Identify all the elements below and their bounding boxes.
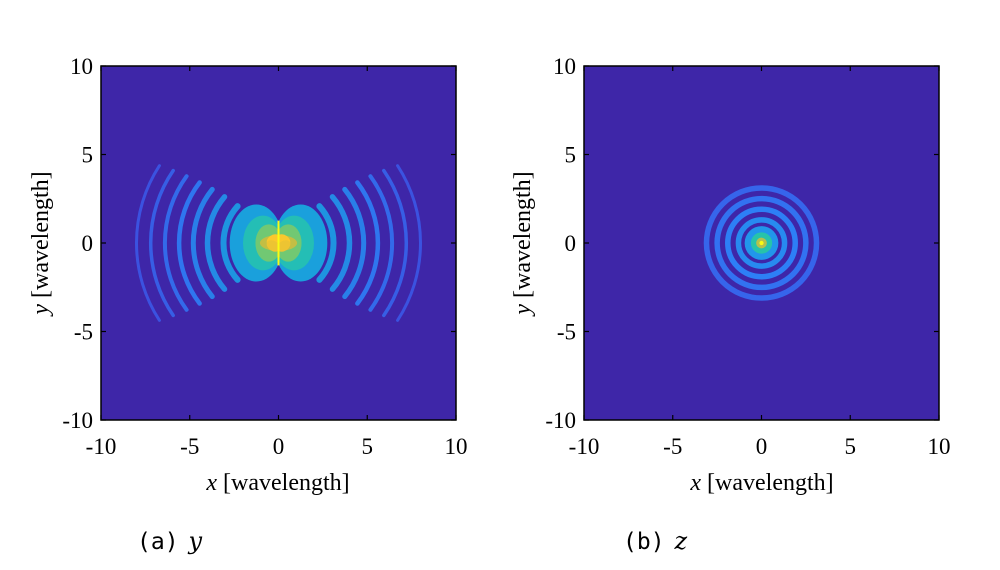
y-tick-label: 10 — [553, 54, 576, 79]
y-tick-label: 5 — [565, 143, 577, 168]
peak-spot — [266, 240, 280, 252]
y-tick-label: -10 — [545, 408, 576, 433]
panel-b-heatmap: -10 -5 0 5 10 -10 -5 0 5 10 x [wavelength] y [wav… — [510, 54, 951, 555]
x-tick-label: 10 — [445, 434, 468, 459]
panel-a-xlabel: x [wavelength] — [205, 470, 349, 496]
side-lobe-arc — [396, 164, 422, 322]
y-tick-label: 0 — [82, 231, 94, 256]
panel-a-caption: (a) y — [137, 527, 203, 555]
x-tick-label: -10 — [569, 434, 600, 459]
x-tick-label: -10 — [86, 434, 117, 459]
x-tick-label: 5 — [362, 434, 374, 459]
field-ring — [725, 206, 798, 280]
panel-b-caption: (b) z — [623, 527, 688, 555]
x-tick-label: -5 — [180, 434, 199, 459]
y-tick-label: 10 — [70, 54, 93, 79]
side-lobe-arc — [368, 174, 395, 312]
side-lobe-arc — [204, 194, 228, 292]
x-tick-label: -5 — [663, 434, 682, 459]
x-tick-label: 0 — [273, 434, 285, 459]
x-tick-label: 10 — [928, 434, 951, 459]
side-lobe-arc — [190, 186, 215, 300]
panel-b-ylabel: y [wavelength] — [510, 171, 536, 316]
panel-a-ylabel: y [wavelength] — [28, 171, 54, 316]
field-ring — [703, 185, 820, 301]
side-lobe-arc — [149, 168, 175, 318]
panel-a-field — [135, 164, 422, 322]
x-tick-label: 5 — [845, 434, 857, 459]
field-ring — [714, 195, 809, 291]
side-lobe-arc — [162, 174, 189, 312]
side-lobe-arc — [176, 180, 202, 306]
side-lobe-arc — [316, 203, 337, 283]
side-lobe-arc — [382, 168, 408, 318]
panel-b-xlabel: x [wavelength] — [689, 470, 833, 496]
panel-b-ticks: -10 -5 0 5 10 -10 -5 0 5 10 — [545, 54, 950, 459]
y-tick-label: 5 — [82, 143, 94, 168]
peak-spot — [759, 240, 764, 246]
panel-b-field — [703, 185, 820, 301]
side-lobe-arc — [220, 203, 241, 283]
y-tick-label: -5 — [74, 320, 93, 345]
field-ring — [735, 217, 788, 269]
side-lobe-arc — [329, 194, 353, 292]
side-lobe-arc — [342, 186, 367, 300]
peak-spot — [277, 240, 291, 252]
y-tick-label: 0 — [565, 231, 577, 256]
y-tick-label: -10 — [62, 408, 93, 433]
y-tick-label: -5 — [557, 320, 576, 345]
panel-a-ticks: -10 -5 0 5 10 -10 -5 0 5 10 — [62, 54, 467, 459]
x-tick-label: 0 — [756, 434, 768, 459]
side-lobe-arc — [135, 164, 161, 322]
side-lobe-arc — [355, 180, 381, 306]
panel-a-heatmap: -10 -5 0 5 10 -10 -5 0 5 10 x [wavelength] y [wav… — [28, 54, 468, 555]
